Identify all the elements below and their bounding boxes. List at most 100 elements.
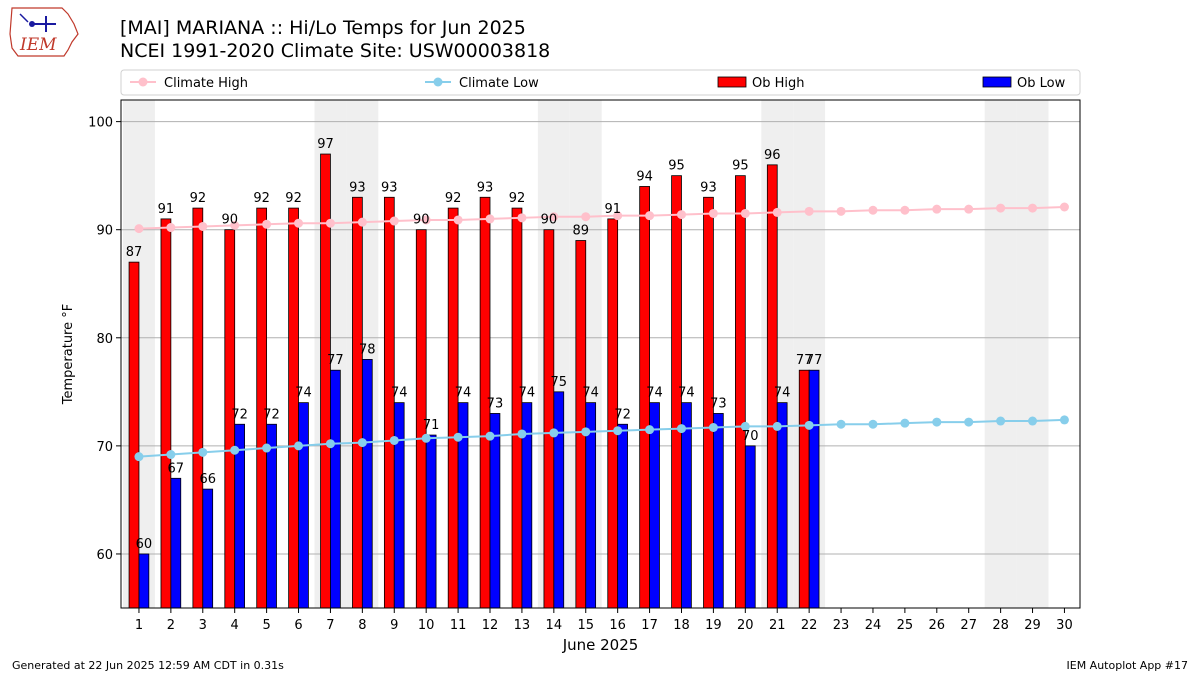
climate-high-point-day-4 [230,220,240,230]
climate-low-point-day-17 [645,425,655,435]
ob-low-label-day-18: 74 [678,386,695,401]
chart-title-line-1: [MAI] MARIANA :: Hi/Lo Temps for Jun 202… [120,17,526,39]
ob-high-bar-day-1 [128,261,140,609]
ob-low-label-day-14: 75 [551,375,568,390]
climate-high-point-day-18 [676,210,686,220]
climate-low-point-day-8 [357,438,367,448]
ob-low-label-day-10: 71 [423,418,440,433]
climate-high-point-day-27 [964,204,974,214]
climate-low-point-day-3 [198,447,208,457]
climate-high-point-day-21 [772,207,782,217]
climate-high-point-day-14 [549,212,559,222]
ob-low-label-day-11: 74 [455,386,472,401]
ob-high-bar-day-6 [288,207,299,609]
ob-high-bar-day-11 [447,207,459,609]
legend-box [120,69,1081,96]
climate-high-point-day-23 [836,206,846,216]
ob-low-bar-day-7 [330,369,341,609]
ob-low-label-day-4: 72 [231,407,248,422]
ob-low-label-day-15: 74 [582,386,599,401]
ob-low-bar-day-2 [170,477,182,609]
ob-high-label-day-12: 93 [477,180,494,195]
ob-high-label-day-8: 93 [349,180,366,195]
x-tick-label-4: 4 [231,618,239,633]
climate-high-point-day-10 [421,215,431,225]
climate-high-point-day-13 [517,213,527,223]
y-tick-label-90: 90 [96,224,113,239]
ob-low-bar-day-19 [712,413,724,609]
footer-app-text: IEM Autoplot App #17 [1066,659,1189,672]
climate-high-line [138,206,1065,230]
climate-high-point-day-26 [932,204,942,214]
ob-low-label-day-21: 74 [774,386,791,401]
x-tick-label-6: 6 [294,618,302,633]
climate-high-point-day-15 [581,212,591,222]
ob-low-label-day-17: 74 [646,386,663,401]
ob-low-label-day-5: 72 [263,407,280,422]
ob-low-bar-day-1 [138,553,150,609]
y-grid-lines [121,121,1080,555]
climate-low-point-day-27 [964,417,974,427]
ob-high-label-day-7: 97 [317,137,334,152]
y-tick-label-80: 80 [96,332,113,347]
plot-area-frame [120,99,1081,609]
climate-low-point-day-26 [932,417,942,427]
x-tick-label-20: 20 [737,618,754,633]
climate-high-point-day-22 [804,206,814,216]
legend-climate-low-label: Climate Low [459,76,539,91]
climate-high-point-day-16 [613,211,623,221]
ob-low-bar-day-8 [361,359,373,609]
climate-low-point-day-22 [804,420,814,430]
y-tick-label-100: 100 [88,116,113,131]
climate-high-point-day-28 [996,203,1006,213]
climate-low-point-day-11 [453,432,463,442]
ob-high-label-day-9: 93 [381,180,398,195]
climate-line-series [134,202,1069,462]
climate-low-point-day-10 [421,433,431,443]
ob-high-label-day-15: 89 [573,224,590,239]
ob-high-bar-day-20 [735,175,746,609]
x-tick-label-2: 2 [167,618,175,633]
climate-low-point-day-24 [868,419,878,429]
ob-low-label-day-22: 77 [806,353,823,368]
y-tick-label-70: 70 [96,440,113,455]
ob-high-label-day-4: 90 [221,213,238,228]
ob-high-bar-day-2 [160,218,172,609]
x-tick-label-24: 24 [865,618,882,633]
ob-high-label-day-10: 90 [413,213,430,228]
x-tick-label-21: 21 [769,618,786,633]
footer-generated-text: Generated at 22 Jun 2025 12:59 AM CDT in… [12,659,284,672]
climate-low-point-day-2 [166,450,176,460]
ob-low-label-day-6: 74 [295,386,312,401]
x-tick-label-5: 5 [262,618,270,633]
legend: Climate High Climate Low Ob High Ob Low [120,69,1081,96]
legend-ob-high-swatch [717,76,747,88]
ob-high-label-day-19: 93 [700,180,717,195]
x-tick-label-22: 22 [801,618,818,633]
climate-high-point-day-24 [868,205,878,215]
x-tick-label-26: 26 [929,618,946,633]
iem-logo-icon: IEM [9,7,79,57]
x-tick-label-11: 11 [450,618,467,633]
ob-low-bar-day-20 [744,445,756,609]
weekend-shade-day-29 [1016,100,1049,608]
climate-low-point-day-20 [740,421,750,431]
ob-high-label-day-18: 95 [668,159,685,174]
x-tick-label-25: 25 [897,618,914,633]
ob-low-label-day-2: 67 [168,461,185,476]
ob-high-bar-day-15 [575,240,587,609]
climate-high-point-day-20 [740,208,750,218]
climate-high-point-day-5 [262,219,272,229]
x-tick-label-15: 15 [577,618,594,633]
climate-low-point-day-21 [772,421,782,431]
legend-climate-low-swatch-marker [433,77,443,87]
climate-low-point-day-15 [581,427,591,437]
ob-high-label-day-22: 77 [796,353,813,368]
climate-high-point-day-7 [325,218,335,228]
ob-high-label-day-14: 90 [541,213,558,228]
ob-high-bar-day-8 [352,196,363,609]
ob-high-bar-day-9 [383,196,395,609]
x-tick-label-29: 29 [1024,618,1041,633]
climate-high-point-day-1 [134,224,144,234]
x-tick-label-18: 18 [673,618,690,633]
